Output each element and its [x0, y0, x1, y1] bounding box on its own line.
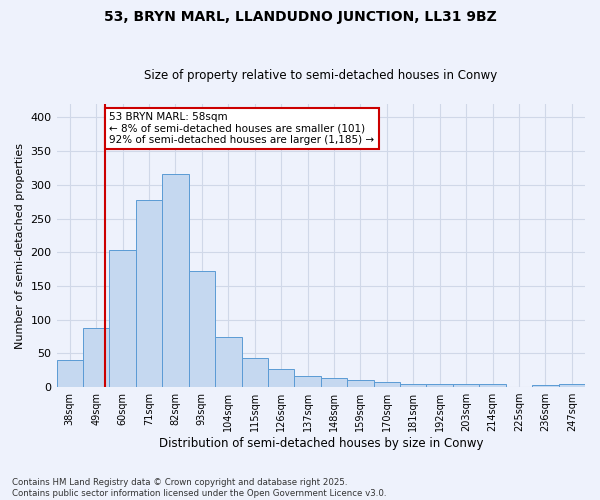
X-axis label: Distribution of semi-detached houses by size in Conwy: Distribution of semi-detached houses by … — [158, 437, 483, 450]
Y-axis label: Number of semi-detached properties: Number of semi-detached properties — [15, 142, 25, 348]
Bar — [453, 384, 479, 387]
Bar — [374, 382, 400, 387]
Bar — [268, 369, 295, 387]
Bar — [427, 384, 453, 387]
Title: Size of property relative to semi-detached houses in Conwy: Size of property relative to semi-detach… — [144, 69, 497, 82]
Bar — [162, 174, 188, 387]
Bar — [559, 384, 585, 387]
Bar — [532, 385, 559, 387]
Bar — [188, 271, 215, 387]
Bar — [242, 358, 268, 387]
Bar — [479, 384, 506, 387]
Text: Contains HM Land Registry data © Crown copyright and database right 2025.
Contai: Contains HM Land Registry data © Crown c… — [12, 478, 386, 498]
Bar — [136, 200, 162, 387]
Bar — [109, 250, 136, 387]
Bar — [83, 328, 109, 387]
Bar — [295, 376, 321, 387]
Bar — [215, 336, 242, 387]
Bar — [321, 378, 347, 387]
Bar — [56, 360, 83, 387]
Bar — [400, 384, 427, 387]
Text: 53 BRYN MARL: 58sqm
← 8% of semi-detached houses are smaller (101)
92% of semi-d: 53 BRYN MARL: 58sqm ← 8% of semi-detache… — [109, 112, 374, 146]
Text: 53, BRYN MARL, LLANDUDNO JUNCTION, LL31 9BZ: 53, BRYN MARL, LLANDUDNO JUNCTION, LL31 … — [104, 10, 496, 24]
Bar — [347, 380, 374, 387]
